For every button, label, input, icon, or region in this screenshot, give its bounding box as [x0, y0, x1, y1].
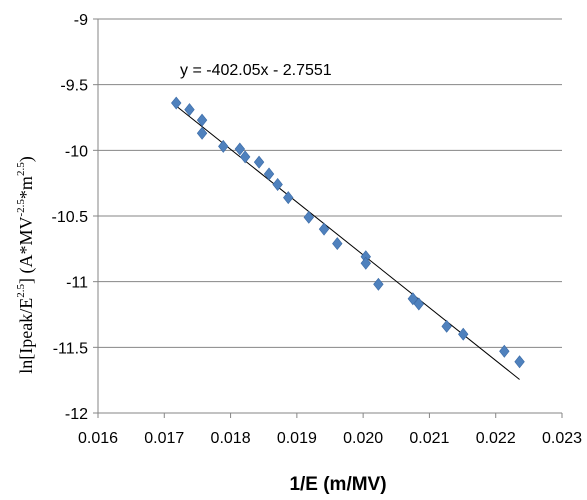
data-point: [234, 142, 246, 156]
data-points: [171, 96, 525, 369]
data-point: [184, 103, 195, 117]
x-axis-label: 1/E (m/MV): [289, 474, 386, 495]
y-tick-labels: -12 -11.5 -11 -10.5 -10 -9.5 -9: [52, 12, 89, 423]
x-tick-label: 0.020: [343, 430, 383, 447]
y-tick-label: -12: [65, 406, 88, 423]
data-point: [218, 139, 229, 153]
y-tick-label: -11: [66, 275, 88, 292]
data-point: [407, 292, 419, 306]
x-tick-label: 0.022: [476, 430, 516, 447]
data-point: [332, 237, 343, 251]
x-tick-label: 0.017: [144, 430, 184, 447]
y-tick-label: -10: [65, 143, 88, 160]
data-point: [171, 96, 182, 110]
x-tick-labels: 0.016 0.017 0.018 0.019 0.020 0.021 0.022 0.023: [78, 430, 582, 447]
data-point: [272, 177, 283, 191]
y-axis-label: ln[Ipeak/E2.5] (A*MV-2.5*m2.5): [15, 156, 37, 373]
data-point: [318, 222, 330, 236]
y-tick-label: -10.5: [52, 209, 89, 226]
data-point: [373, 277, 384, 291]
data-point: [499, 344, 510, 358]
x-tick-label: 0.019: [277, 430, 317, 447]
y-tick-label: -9.5: [60, 78, 88, 95]
x-tick-label: 0.023: [542, 430, 582, 447]
y-tick-label: -9: [74, 12, 88, 29]
data-point: [514, 355, 525, 369]
data-point: [263, 167, 275, 181]
data-point: [253, 155, 265, 169]
data-point: [441, 319, 452, 333]
x-tick-label: 0.018: [211, 430, 251, 447]
data-point: [303, 210, 314, 224]
data-point: [413, 297, 425, 311]
x-tick-label: 0.016: [78, 430, 118, 447]
x-tick-label: 0.021: [409, 430, 449, 447]
data-point: [239, 150, 251, 164]
data-point: [458, 327, 469, 341]
data-point: [196, 113, 208, 127]
data-point: [196, 126, 208, 140]
gridlines: [98, 18, 562, 414]
data-point: [283, 191, 294, 205]
y-tick-label: -11.5: [53, 340, 88, 357]
data-point: [360, 256, 371, 270]
axes: [93, 18, 563, 418]
trendline-equation: y = -402.05x - 2.7551: [180, 62, 332, 79]
